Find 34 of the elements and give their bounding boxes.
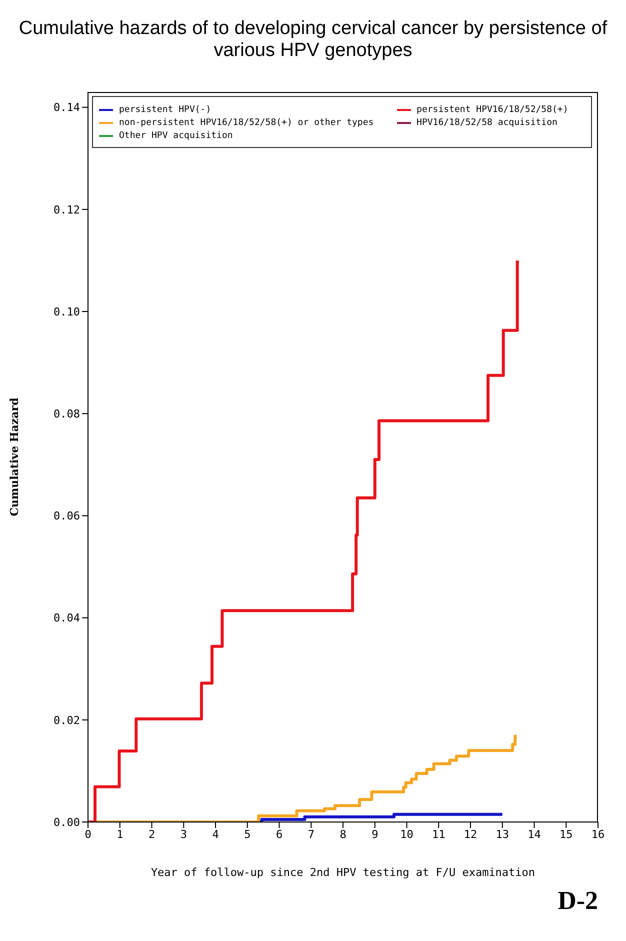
x-tick-label: 13 [496, 828, 509, 841]
x-tick-label: 0 [84, 828, 92, 841]
legend-label: persistent HPV16/18/52/58(+) [416, 104, 568, 114]
legend-label: HPV16/18/52/58 acquisition [416, 118, 558, 128]
x-tick-label: 4 [212, 828, 220, 841]
x-tick-label: 10 [400, 828, 414, 841]
y-tick-label: 0.12 [54, 203, 80, 216]
x-tick-label: 3 [180, 828, 187, 841]
y-tick-label: 0.06 [54, 510, 80, 523]
y-tick-label: 0.14 [54, 101, 80, 114]
x-tick-label: 15 [560, 828, 573, 841]
x-tick-label: 9 [372, 828, 378, 841]
x-tick-label: 11 [432, 828, 446, 841]
y-tick-label: 0.00 [54, 816, 80, 829]
chart-title: Cumulative hazards of to developing cervical cancer by persistence of various HPV genotypes [18, 17, 608, 63]
x-axis-title: Year of follow-up since 2nd HPV testing at F/U examination [150, 866, 536, 879]
x-tick-label: 7 [308, 828, 314, 841]
y-tick-label: 0.02 [54, 714, 80, 727]
x-tick-label: 12 [464, 828, 478, 841]
text: D-2 [556, 886, 599, 916]
legend-label: Other HPV acquisition [119, 130, 233, 140]
y-axis-title: Cumulative Hazard [8, 397, 21, 516]
legend-label: persistent HPV(-) [119, 104, 212, 114]
y-tick-label: 0.04 [54, 612, 80, 625]
x-tick-label: 1 [116, 828, 124, 841]
y-tick-label: 0.08 [54, 408, 80, 421]
x-tick-label: 5 [244, 828, 251, 841]
y-tick-label: 0.10 [54, 305, 80, 318]
x-tick-label: 14 [528, 828, 542, 841]
x-tick-label: 16 [591, 828, 605, 841]
x-tick-label: 6 [276, 828, 283, 841]
legend-label: non-persistent HPV16/18/52/58(+) or other types [119, 118, 374, 128]
x-tick-label: 8 [340, 828, 346, 841]
x-tick-label: 2 [148, 828, 156, 841]
